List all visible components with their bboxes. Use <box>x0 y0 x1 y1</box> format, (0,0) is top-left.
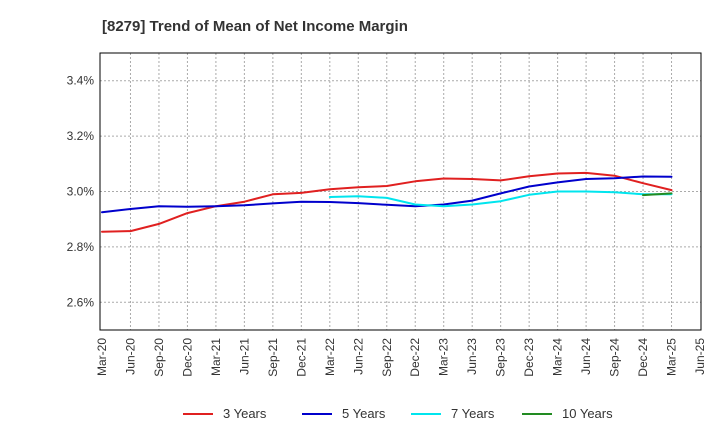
y-tick-label: 2.8% <box>67 240 95 254</box>
x-tick-label: Mar-25 <box>665 338 679 376</box>
x-tick-label: Mar-21 <box>209 338 223 376</box>
y-tick-label: 3.2% <box>67 129 95 143</box>
series-lines <box>101 171 673 233</box>
x-tick-label: Jun-21 <box>237 338 251 375</box>
legend: 3 Years 5 Years 7 Years 10 Years <box>183 406 613 421</box>
x-tick-label: Jun-24 <box>579 338 593 375</box>
legend-label-7-years: 7 Years <box>451 406 495 421</box>
x-tick-label: Jun-22 <box>351 338 365 375</box>
x-tick-label: Mar-24 <box>551 338 565 376</box>
x-axis: Mar-20 Jun-20 Sep-20 Dec-20 Mar-21 Jun-21 Sep-… <box>95 338 707 377</box>
x-tick-label: Sep-22 <box>380 338 394 377</box>
y-axis: 2.6% 2.8% 3.0% 3.2% 3.4% <box>67 74 95 310</box>
x-tick-label: Jun-20 <box>123 338 137 375</box>
x-tick-label: Mar-23 <box>437 338 451 376</box>
series-line-5-years <box>101 175 673 214</box>
legend-label-3-years: 3 Years <box>223 406 267 421</box>
x-tick-label: Sep-23 <box>494 338 508 377</box>
y-tick-label: 3.0% <box>67 185 95 199</box>
x-tick-label: Dec-20 <box>180 338 194 377</box>
series-line-10-years <box>642 192 673 197</box>
x-tick-label: Mar-22 <box>323 338 337 376</box>
x-tick-label: Sep-24 <box>608 338 622 377</box>
x-tick-label: Jun-25 <box>693 338 707 375</box>
x-tick-label: Dec-23 <box>522 338 536 377</box>
x-tick-label: Sep-20 <box>152 338 166 377</box>
legend-label-10-years: 10 Years <box>562 406 613 421</box>
grid <box>100 53 701 330</box>
x-tick-label: Jun-23 <box>465 338 479 375</box>
x-tick-label: Dec-21 <box>294 338 308 377</box>
plot-frame <box>99 52 702 331</box>
chart-title: [8279] Trend of Mean of Net Income Margi… <box>102 18 408 35</box>
x-tick-label: Dec-24 <box>636 338 650 377</box>
series-line-3-years <box>101 171 673 233</box>
x-tick-label: Mar-20 <box>95 338 109 376</box>
y-tick-label: 2.6% <box>67 295 95 309</box>
y-tick-label: 3.4% <box>67 74 95 88</box>
x-tick-label: Sep-21 <box>266 338 280 377</box>
legend-label-5-years: 5 Years <box>342 406 386 421</box>
series-line-7-years <box>328 190 673 208</box>
x-tick-label: Dec-22 <box>408 338 422 377</box>
